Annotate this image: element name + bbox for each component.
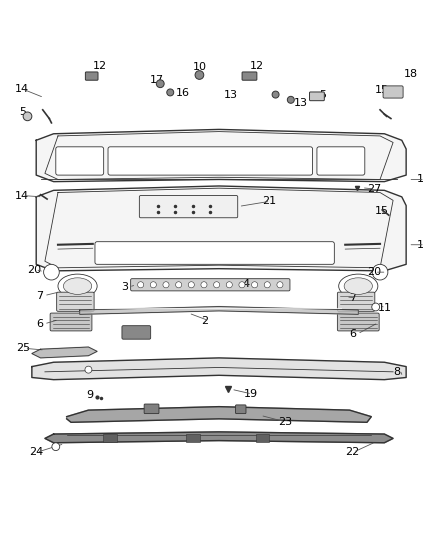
FancyBboxPatch shape [337, 313, 379, 331]
Text: 5: 5 [319, 91, 326, 100]
Text: 9: 9 [86, 390, 93, 400]
Circle shape [239, 282, 245, 288]
FancyBboxPatch shape [131, 279, 290, 291]
Text: 6: 6 [36, 319, 43, 329]
FancyBboxPatch shape [139, 196, 238, 218]
FancyBboxPatch shape [85, 72, 98, 80]
FancyBboxPatch shape [50, 313, 92, 331]
Text: 18: 18 [404, 69, 418, 79]
Text: 25: 25 [17, 343, 31, 353]
Circle shape [264, 282, 270, 288]
Circle shape [167, 89, 174, 96]
Text: 23: 23 [278, 417, 292, 427]
Circle shape [188, 282, 194, 288]
Circle shape [226, 282, 232, 288]
Text: 13: 13 [294, 98, 308, 108]
Circle shape [251, 282, 258, 288]
Ellipse shape [344, 278, 372, 294]
Text: 15: 15 [375, 206, 389, 216]
Ellipse shape [339, 274, 378, 298]
Text: 6: 6 [350, 329, 357, 339]
FancyBboxPatch shape [144, 404, 159, 414]
Polygon shape [32, 347, 97, 358]
Circle shape [163, 282, 169, 288]
FancyBboxPatch shape [108, 147, 313, 175]
FancyBboxPatch shape [255, 434, 269, 442]
FancyBboxPatch shape [236, 405, 246, 414]
Ellipse shape [58, 274, 97, 298]
FancyBboxPatch shape [383, 86, 403, 98]
Circle shape [372, 303, 380, 311]
FancyBboxPatch shape [56, 147, 104, 175]
Text: 19: 19 [244, 389, 258, 399]
Text: 27: 27 [367, 184, 381, 194]
Polygon shape [36, 130, 406, 182]
Polygon shape [32, 358, 406, 379]
Circle shape [85, 366, 92, 373]
Polygon shape [67, 407, 371, 422]
FancyBboxPatch shape [95, 241, 334, 264]
Circle shape [176, 282, 182, 288]
Text: 20: 20 [367, 267, 381, 277]
Text: 21: 21 [262, 196, 277, 206]
Polygon shape [36, 186, 406, 271]
Circle shape [52, 443, 60, 450]
FancyBboxPatch shape [317, 147, 365, 175]
FancyBboxPatch shape [186, 434, 200, 442]
FancyBboxPatch shape [310, 92, 324, 101]
Circle shape [201, 282, 207, 288]
Circle shape [372, 264, 388, 280]
Text: 5: 5 [19, 107, 26, 117]
Text: 3: 3 [121, 282, 128, 292]
Text: 10: 10 [193, 62, 207, 72]
Polygon shape [45, 432, 393, 443]
Ellipse shape [64, 278, 92, 294]
Text: 7: 7 [350, 293, 357, 303]
Circle shape [287, 96, 294, 103]
Text: 4: 4 [243, 279, 250, 289]
FancyBboxPatch shape [122, 326, 151, 339]
Circle shape [23, 112, 32, 120]
FancyBboxPatch shape [337, 292, 375, 311]
Circle shape [156, 80, 164, 87]
Circle shape [272, 91, 279, 98]
Text: 11: 11 [378, 303, 392, 313]
FancyBboxPatch shape [242, 72, 257, 80]
Text: 13: 13 [223, 91, 237, 100]
Circle shape [214, 282, 220, 288]
Text: 2: 2 [201, 316, 209, 326]
Text: 16: 16 [176, 88, 190, 98]
Circle shape [138, 282, 144, 288]
Text: 12: 12 [250, 61, 264, 71]
Text: 22: 22 [345, 447, 360, 457]
Text: 24: 24 [29, 447, 43, 457]
Text: 12: 12 [93, 61, 107, 71]
Text: 20: 20 [28, 264, 42, 274]
Circle shape [277, 282, 283, 288]
Text: 1: 1 [417, 240, 424, 250]
Text: 14: 14 [14, 191, 28, 200]
Text: 8: 8 [393, 367, 400, 377]
Text: 15: 15 [375, 85, 389, 95]
Text: 1: 1 [417, 174, 424, 184]
FancyBboxPatch shape [103, 434, 117, 442]
Text: 14: 14 [14, 84, 28, 94]
Text: 17: 17 [149, 75, 163, 85]
Circle shape [150, 282, 156, 288]
FancyBboxPatch shape [57, 292, 94, 311]
Polygon shape [80, 306, 358, 314]
Circle shape [44, 264, 59, 280]
Circle shape [195, 71, 204, 79]
Text: 7: 7 [36, 290, 43, 301]
